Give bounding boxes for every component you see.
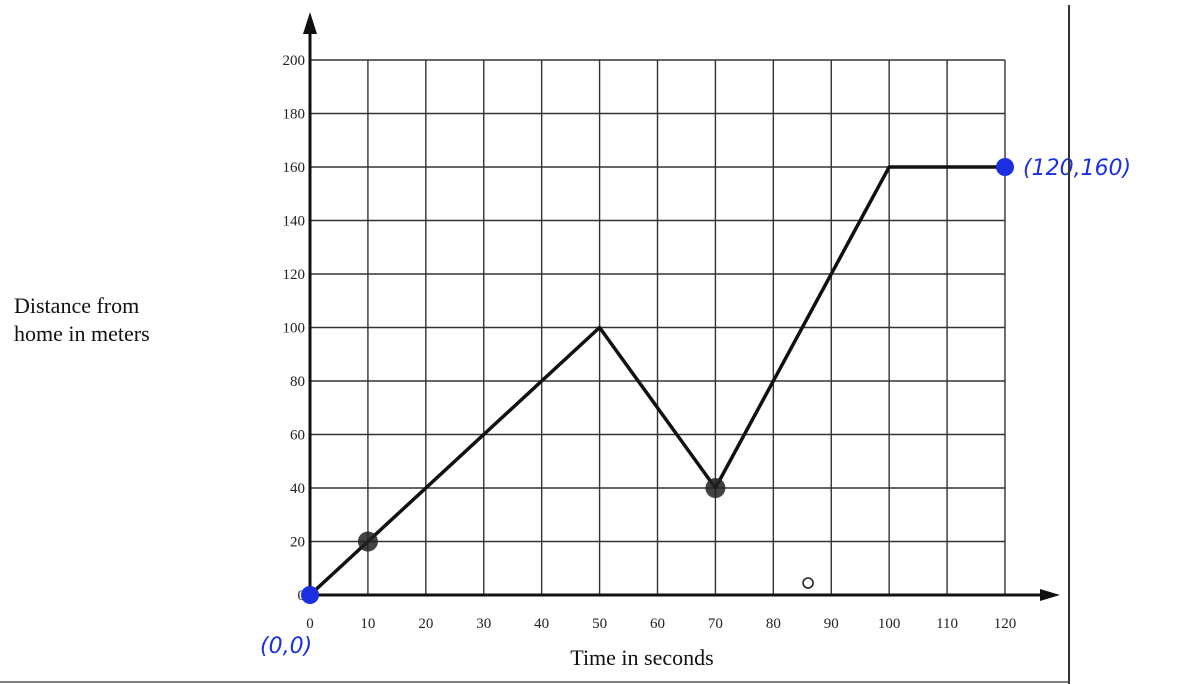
x-tick-label-110: 110 (936, 616, 958, 632)
x-tick-label-0: 0 (306, 616, 314, 632)
y-tick-label-180: 180 (283, 107, 306, 123)
x-tick-label-60: 60 (650, 616, 665, 632)
y-tick-label-160: 160 (283, 160, 306, 176)
marked-point-0 (357, 531, 378, 552)
annotation-0: (0,0) (260, 634, 312, 659)
y-tick-label-80: 80 (290, 374, 305, 390)
y-axis-label: Distance from home in meters (14, 292, 234, 348)
y-tick-label-140: 140 (283, 214, 306, 230)
tick-labels: 0102030405060708090100110120020406080100… (283, 53, 1017, 632)
y-tick-label-60: 60 (290, 428, 305, 444)
annotation-1: (120,160) (1023, 156, 1131, 181)
x-axis-label: Time in seconds (570, 645, 713, 670)
x-tick-label-80: 80 (766, 616, 781, 632)
marked-points (301, 158, 1014, 604)
stray-circle-mark (802, 577, 814, 589)
y-axis-label-line-2: home in meters (14, 321, 150, 346)
marked-point-2 (301, 586, 319, 604)
x-tick-label-20: 20 (418, 616, 433, 632)
marked-point-3 (996, 158, 1014, 176)
marked-point-1 (705, 478, 726, 498)
y-tick-label-120: 120 (283, 267, 306, 283)
x-tick-label-70: 70 (708, 616, 723, 632)
x-tick-label-40: 40 (534, 616, 549, 632)
x-tick-label-30: 30 (476, 616, 491, 632)
x-axis-arrow (1040, 589, 1060, 601)
y-tick-label-200: 200 (283, 53, 306, 69)
grid (310, 59, 1006, 595)
x-tick-label-120: 120 (994, 616, 1017, 632)
y-tick-label-20: 20 (290, 535, 305, 551)
x-tick-label-50: 50 (592, 616, 607, 632)
axes (303, 12, 1060, 601)
x-tick-label-90: 90 (824, 616, 839, 632)
y-axis-arrow (303, 12, 317, 34)
x-tick-label-10: 10 (360, 616, 375, 632)
x-tick-label-100: 100 (878, 616, 901, 632)
y-tick-label-40: 40 (290, 481, 305, 497)
annotations: (0,0) (120,160) (260, 156, 1131, 659)
y-tick-label-100: 100 (283, 321, 306, 337)
y-axis-label-line-1: Distance from (14, 293, 140, 318)
